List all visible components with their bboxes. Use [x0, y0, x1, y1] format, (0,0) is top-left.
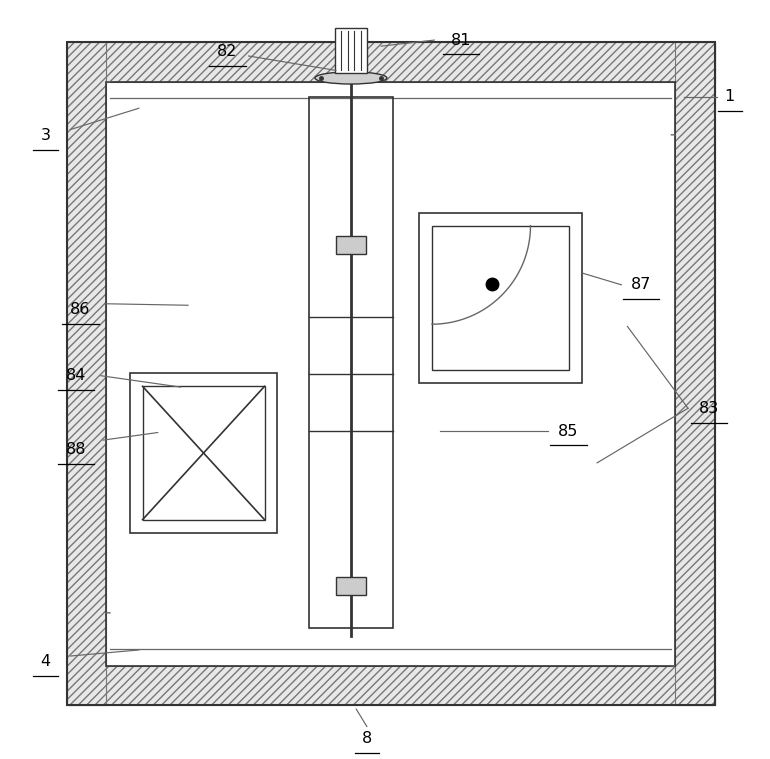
Bar	[106, 82, 675, 666]
Text: 87: 87	[631, 277, 651, 292]
Text: 8: 8	[362, 731, 372, 746]
Text: 4: 4	[41, 653, 51, 669]
Bar	[336, 235, 366, 254]
Bar	[675, 43, 715, 705]
Bar	[67, 43, 715, 705]
Text: 85: 85	[558, 424, 578, 439]
Text: 3: 3	[41, 128, 51, 143]
Text: 82: 82	[217, 44, 238, 59]
Bar	[419, 213, 582, 383]
Bar	[67, 43, 106, 705]
Bar	[310, 97, 393, 628]
Bar	[67, 43, 715, 82]
Text: 88: 88	[65, 442, 86, 457]
Bar	[106, 82, 675, 666]
Bar	[67, 666, 715, 705]
Text: 81: 81	[450, 33, 471, 48]
Text: 86: 86	[70, 302, 91, 317]
Text: 84: 84	[65, 368, 86, 383]
Bar	[336, 578, 366, 595]
Ellipse shape	[315, 72, 387, 84]
Bar	[129, 373, 277, 533]
Bar	[142, 386, 265, 520]
Text: 83: 83	[699, 401, 719, 416]
Bar	[432, 225, 569, 370]
Text: 1: 1	[725, 90, 735, 105]
Bar	[335, 28, 367, 74]
